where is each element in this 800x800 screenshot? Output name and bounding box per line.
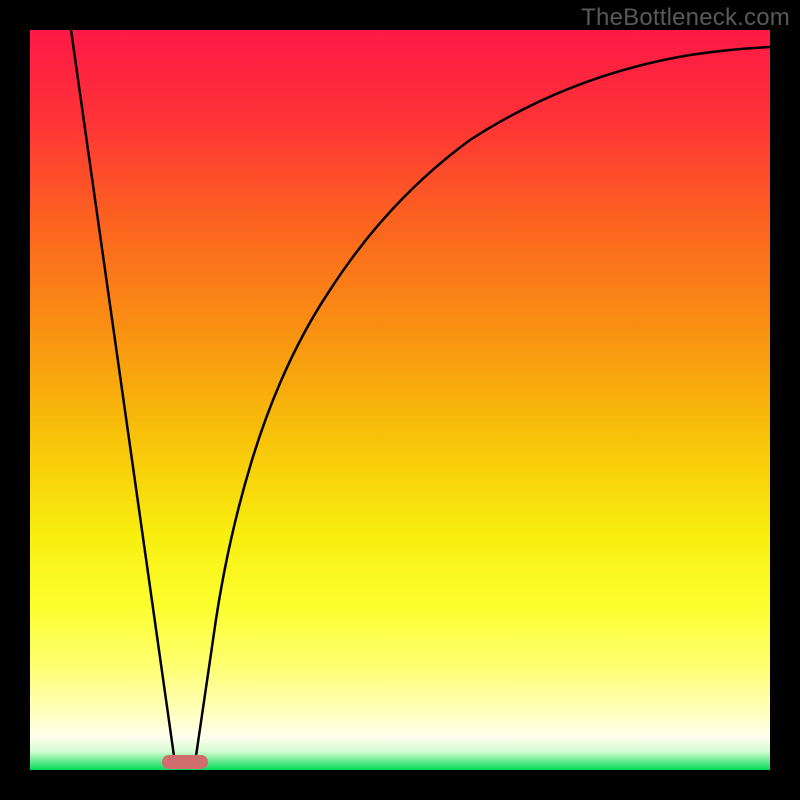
watermark-text: TheBottleneck.com xyxy=(581,4,790,32)
chart-svg xyxy=(0,0,800,800)
bottleneck-chart: TheBottleneck.com xyxy=(0,0,800,800)
plot-gradient-background xyxy=(30,30,770,770)
optimal-marker xyxy=(162,755,208,769)
